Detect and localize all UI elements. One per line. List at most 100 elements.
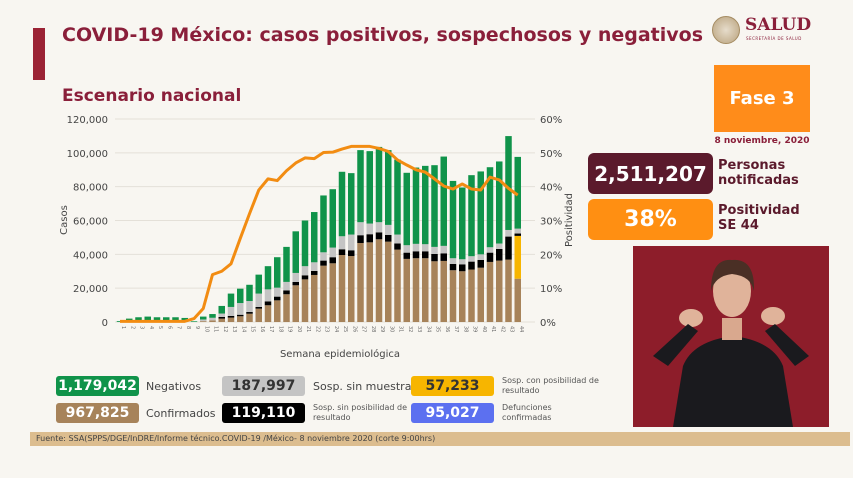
bar-segment-negativos <box>477 171 484 255</box>
y2-tick-label: 40% <box>540 183 562 194</box>
bar-segment-sosp-sin-posibilidad-de-resultado <box>255 306 262 309</box>
bar-segment-negativos <box>200 316 207 320</box>
bar-segment-confirmados <box>403 258 410 322</box>
bar-segment-sosp-con-posibilidad-de-resultado <box>514 235 521 279</box>
x-tick-label: 3 <box>139 326 145 329</box>
bar-segment-sosp-sin-posibilidad-de-resultado <box>301 275 309 280</box>
bar-segment-sosp-sin-muestra <box>209 317 216 321</box>
positivity-label: Positividad SE 44 <box>718 203 800 233</box>
bar-segment-confirmados <box>496 260 503 322</box>
bar-segment-negativos <box>227 293 235 307</box>
bar-segment-sosp-sin-posibilidad-de-resultado <box>338 249 346 256</box>
bar-segment-negativos <box>172 317 179 322</box>
y-tick-label: 60,000 <box>73 217 108 228</box>
x-tick-label: 21 <box>305 326 311 332</box>
bar-segment-sosp-sin-muestra <box>292 272 299 282</box>
bar-segment-negativos <box>431 165 438 247</box>
interpreter-figure <box>653 259 809 427</box>
bar-segment-confirmados <box>218 318 225 322</box>
legend-sin-posibilidad-label: Sosp. sin posibilidad de resultado <box>313 403 408 422</box>
bar-segment-sosp-sin-posibilidad-de-resultado <box>449 263 457 271</box>
positivity-value: 38% <box>588 199 713 240</box>
bar-segment-sosp-sin-posibilidad-de-resultado <box>385 234 392 242</box>
legend-defunciones-label: Defunciones confirmadas <box>502 403 552 422</box>
y-tick-label: 100,000 <box>67 149 108 160</box>
x-tick-label: 13 <box>231 326 237 332</box>
bar-segment-negativos <box>403 172 410 246</box>
bar-segment-negativos <box>505 136 512 230</box>
bar-segment-sosp-sin-muestra <box>486 247 494 253</box>
bar-segment-sosp-sin-posibilidad-de-resultado <box>468 261 475 270</box>
x-tick-label: 28 <box>370 326 376 332</box>
bar-segment-confirmados <box>292 285 299 322</box>
report-date: 8 noviembre, 2020 <box>714 136 810 146</box>
notified-label-1: Personas <box>718 158 786 173</box>
bar-segment-confirmados <box>486 261 494 322</box>
y2-tick-label: 60% <box>540 115 562 126</box>
bar-segment-confirmados <box>264 305 272 322</box>
bar-segment-negativos <box>486 167 494 248</box>
bar-segment-confirmados <box>422 258 429 322</box>
bar-segment-sosp-sin-posibilidad-de-resultado <box>514 233 521 236</box>
bar-segment-confirmados <box>237 316 244 322</box>
bar-segment-sosp-sin-muestra <box>459 259 466 265</box>
bar-segment-confirmados <box>246 313 253 322</box>
bar-segment-sosp-sin-muestra <box>246 301 253 313</box>
legend-sin-muestra-label: Sosp. sin muestra <box>313 380 412 393</box>
bar-segment-sosp-sin-muestra <box>255 293 262 307</box>
bar-segment-sosp-sin-posibilidad-de-resultado <box>486 252 494 262</box>
bar-segment-confirmados <box>209 320 216 322</box>
bar-segment-sosp-sin-posibilidad-de-resultado <box>412 251 420 259</box>
bar-segment-confirmados <box>338 255 346 322</box>
x-tick-label: 18 <box>277 326 283 332</box>
bar-segment-sosp-sin-posibilidad-de-resultado <box>320 260 327 266</box>
bar-segment-sosp-sin-muestra <box>431 246 438 254</box>
bar-segment-confirmados <box>412 258 420 322</box>
bar-segment-negativos <box>292 231 299 273</box>
bar-segment-confirmados <box>394 249 401 322</box>
x-tick-label: 25 <box>342 326 348 332</box>
bar-segment-confirmados <box>514 278 521 322</box>
bar-segment-negativos <box>311 212 318 263</box>
page-title: COVID-19 México: casos positivos, sospec… <box>62 24 703 46</box>
y-tick-label: 20,000 <box>73 284 108 295</box>
bar-segment-sosp-sin-posibilidad-de-resultado <box>431 253 438 262</box>
bar-segment-confirmados <box>329 263 336 322</box>
positivity-label-2: SE 44 <box>718 218 759 233</box>
legend-sin-posibilidad-value: 119,110 <box>222 403 305 423</box>
bar-segment-confirmados <box>274 300 281 322</box>
bar-segment-negativos <box>274 257 281 288</box>
x-tick-label: 11 <box>213 326 219 332</box>
x-tick-label: 15 <box>250 326 256 332</box>
bar-segment-negativos <box>237 288 244 304</box>
bar-segment-sosp-sin-muestra <box>283 281 290 291</box>
bar-segment-negativos <box>153 317 161 322</box>
y2-tick-label: 50% <box>540 149 562 160</box>
bar-segment-sosp-sin-muestra <box>514 228 521 234</box>
bar-segment-negativos <box>514 156 521 229</box>
x-tick-label: 39 <box>472 326 478 332</box>
y-tick-label: 120,000 <box>67 115 108 126</box>
bar-segment-sosp-sin-posibilidad-de-resultado <box>283 290 290 295</box>
bar-segment-sosp-sin-muestra <box>348 234 355 251</box>
x-tick-label: 26 <box>351 326 357 332</box>
bar-segment-sosp-sin-muestra <box>301 266 309 276</box>
x-tick-label: 1 <box>120 326 126 329</box>
bar-segment-sosp-sin-muestra <box>468 256 475 262</box>
y-axis-title: Casos <box>59 205 70 235</box>
bar-segment-negativos <box>440 156 447 246</box>
bar-segment-confirmados <box>227 317 235 322</box>
x-tick-label: 29 <box>379 326 385 332</box>
legend-sin-muestra-value: 187,997 <box>222 376 305 396</box>
bar-segment-sosp-sin-posibilidad-de-resultado <box>440 253 447 261</box>
x-tick-label: 16 <box>259 326 265 332</box>
x-tick-label: 5 <box>157 326 163 329</box>
bar-segment-sosp-sin-posibilidad-de-resultado <box>459 264 466 272</box>
page-subtitle: Escenario nacional <box>62 86 242 106</box>
bar-segment-negativos <box>366 151 373 224</box>
y2-axis-title: Positividad <box>564 193 575 247</box>
x-tick-label: 36 <box>444 326 450 332</box>
bar-segment-sosp-sin-posibilidad-de-resultado <box>246 312 253 314</box>
bar-segment-negativos <box>163 317 170 322</box>
x-tick-label: 31 <box>398 326 404 332</box>
